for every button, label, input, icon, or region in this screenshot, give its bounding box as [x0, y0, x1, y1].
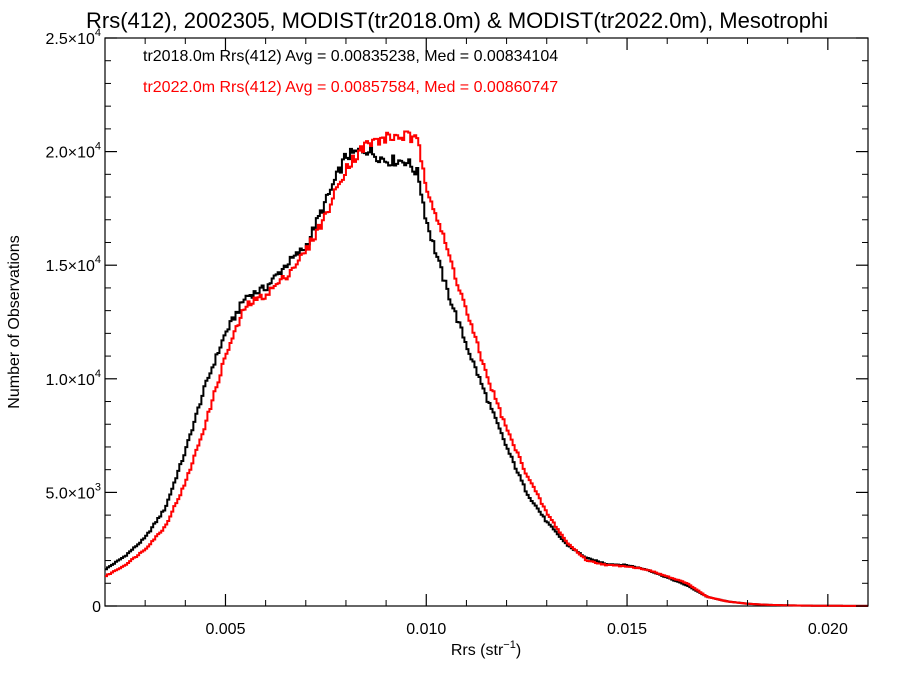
- ticks-layer: 0.005 0.010 0.015 0.020 0 5.0×103 1.0×104 1.5×1…: [45, 27, 869, 638]
- x-tick-label: 0.020: [808, 621, 848, 638]
- y-tick-label: 2.0×104: [45, 141, 101, 162]
- y-axis-label: Number of Observations: [6, 235, 23, 408]
- plot-frame: [104, 37, 869, 607]
- chart-title: Rrs(412), 2002305, MODIST(tr2018.0m) & M…: [86, 8, 828, 33]
- y-tick-label: 1.0×104: [45, 368, 101, 389]
- legend-entry-tr2018: tr2018.0m Rrs(412) Avg = 0.00835238, Med…: [143, 48, 558, 65]
- x-axis-label-end: ): [516, 642, 521, 659]
- y-tick-label: 1.5×104: [45, 254, 101, 275]
- legend: tr2018.0m Rrs(412) Avg = 0.00835238, Med…: [143, 48, 558, 96]
- y-tick-label: 2.5×104: [45, 27, 101, 48]
- y-tick-label: 0: [92, 599, 101, 616]
- x-tick-label: 0.005: [205, 621, 245, 638]
- y-tick-label: 5.0×103: [45, 481, 101, 502]
- series-line-tr2022-0m: [105, 130, 868, 607]
- x-axis-label-text: Rrs (str: [451, 642, 504, 659]
- x-tick-label: 0.010: [406, 621, 446, 638]
- legend-entry-tr2022: tr2022.0m Rrs(412) Avg = 0.00857584, Med…: [143, 79, 558, 96]
- x-axis-label: Rrs (str−1): [451, 639, 521, 659]
- series-layer: [105, 130, 868, 607]
- x-axis-label-superscript: −1: [503, 639, 516, 651]
- x-tick-label: 0.015: [607, 621, 647, 638]
